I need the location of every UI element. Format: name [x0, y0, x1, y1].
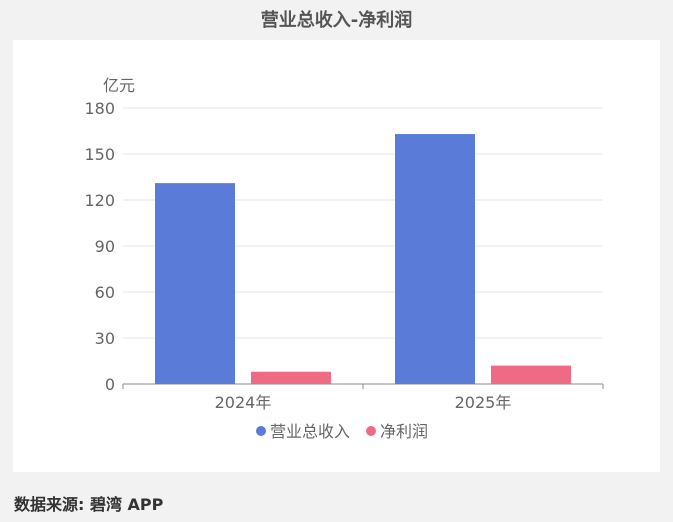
y-tick-label: 90 — [95, 237, 115, 256]
y-tick-label: 30 — [95, 329, 115, 348]
y-axis-unit-label: 亿元 — [103, 76, 135, 95]
legend-label: 营业总收入 — [270, 422, 350, 441]
x-tick-label: 2025年 — [455, 393, 512, 412]
y-tick-label: 0 — [105, 375, 115, 394]
legend-marker-profit — [366, 426, 376, 436]
chart-title: 营业总收入-净利润 — [260, 10, 413, 31]
bar-revenue — [395, 134, 475, 384]
y-tick-label: 120 — [84, 191, 115, 210]
y-tick-label: 180 — [84, 99, 115, 118]
x-tick-label: 2024年 — [215, 393, 272, 412]
y-tick-label: 60 — [95, 283, 115, 302]
y-tick-label: 150 — [84, 145, 115, 164]
legend-label: 净利润 — [380, 422, 428, 441]
chart-card: 亿元 0 30 60 90 120 150 180 2024年 2025年营业总收入 净利润 — [13, 40, 660, 472]
bar-profit — [491, 365, 571, 384]
bar-profit — [251, 371, 331, 384]
bar-revenue — [155, 183, 235, 384]
data-source-label: 数据来源: 碧湾 APP — [14, 495, 164, 514]
legend-marker-revenue — [256, 426, 266, 436]
